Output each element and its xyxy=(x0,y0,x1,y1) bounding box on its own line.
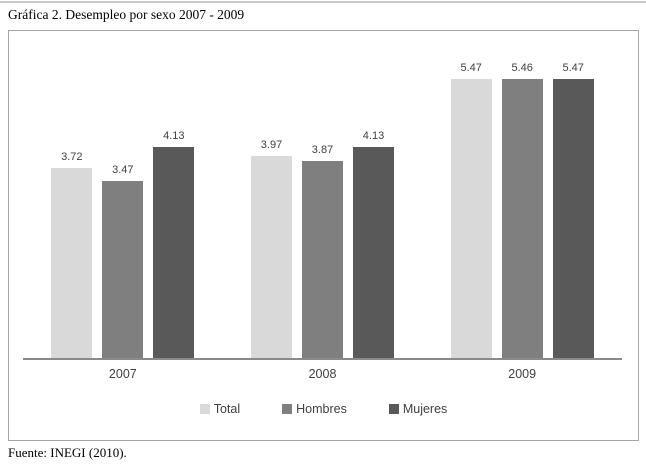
barwrap-mujeres-2008: 4.13 xyxy=(353,130,394,359)
legend-label-hombres: Hombres xyxy=(296,402,347,416)
x-axis-labels: 2007 2008 2009 xyxy=(23,367,622,381)
value-label: 5.47 xyxy=(562,62,584,74)
bar-total-2008 xyxy=(251,156,292,359)
legend-swatch-hombres xyxy=(282,404,293,414)
x-axis-label-2008: 2008 xyxy=(308,367,337,381)
value-label: 3.47 xyxy=(112,164,134,176)
barwrap-hombres-2009: 5.46 xyxy=(501,62,543,359)
value-label: 4.13 xyxy=(362,130,385,142)
legend-label-total: Total xyxy=(213,402,241,416)
value-label: 5.47 xyxy=(460,62,482,74)
bar-hombres-2007 xyxy=(102,181,144,359)
bar-total-2009 xyxy=(450,79,492,359)
bar-hombres-2008 xyxy=(302,161,343,359)
bar-groups: 3.72 3.47 4.13 3.97 3.87 4.13 5.47 5.46 5.47 xyxy=(23,31,622,359)
legend-item-hombres: Hombres xyxy=(282,402,347,416)
legend-swatch-mujeres xyxy=(388,404,399,414)
barwrap-hombres-2008: 3.87 xyxy=(302,144,343,359)
bar-group-2007: 3.72 3.47 4.13 xyxy=(23,31,223,359)
value-label: 3.97 xyxy=(260,139,283,151)
legend-item-total: Total xyxy=(199,402,241,416)
value-label: 5.46 xyxy=(511,62,533,74)
barwrap-hombres-2007: 3.47 xyxy=(102,164,144,359)
bar-hombres-2009 xyxy=(501,79,543,359)
plot-area: 3.72 3.47 4.13 3.97 3.87 4.13 5.47 5.46 5.47 xyxy=(23,31,622,359)
barwrap-mujeres-2007: 4.13 xyxy=(153,130,195,359)
value-label: 3.87 xyxy=(311,144,334,156)
source-note: Fuente: INEGI (2010). xyxy=(8,445,127,460)
bar-mujeres-2009 xyxy=(552,79,594,359)
barwrap-total-2008: 3.97 xyxy=(251,139,292,359)
top-rule xyxy=(0,1,646,3)
barwrap-total-2007: 3.72 xyxy=(51,151,93,359)
legend-label-mujeres: Mujeres xyxy=(402,402,448,416)
value-label: 3.72 xyxy=(61,151,83,163)
bar-total-2007 xyxy=(51,168,93,359)
legend: Total Hombres Mujeres xyxy=(9,402,638,416)
chart-frame: 3.72 3.47 4.13 3.97 3.87 4.13 5.47 5.46 5.47 200… xyxy=(8,30,639,441)
value-label: 4.13 xyxy=(163,130,185,142)
barwrap-mujeres-2009: 5.47 xyxy=(552,62,594,359)
bar-mujeres-2007 xyxy=(153,147,195,359)
bar-mujeres-2008 xyxy=(353,147,394,359)
barwrap-total-2009: 5.47 xyxy=(450,62,492,359)
x-axis-label-2007: 2007 xyxy=(108,367,137,381)
chart-title: Gráfica 2. Desempleo por sexo 2007 - 200… xyxy=(8,7,245,22)
bar-group-2009: 5.47 5.46 5.47 xyxy=(422,31,622,359)
x-axis-label-2009: 2009 xyxy=(508,367,537,381)
legend-swatch-total xyxy=(199,404,210,414)
x-axis-line xyxy=(23,358,622,360)
legend-item-mujeres: Mujeres xyxy=(388,402,448,416)
bar-group-2008: 3.97 3.87 4.13 xyxy=(223,31,423,359)
